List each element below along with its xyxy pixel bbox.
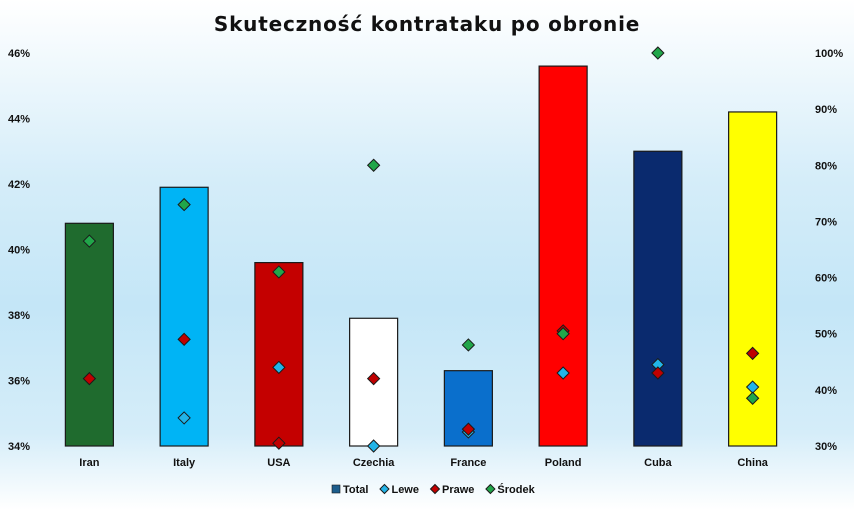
marker-lewe [556, 366, 570, 380]
bar-china [728, 111, 778, 447]
marker-prawe [745, 346, 760, 361]
left-tick-label: 42% [8, 179, 30, 191]
marker-srodek [272, 265, 286, 279]
marker-srodek [82, 234, 97, 248]
marker-srodek [745, 391, 760, 405]
legend-label: Środek [497, 483, 535, 496]
bar-cuba [633, 150, 683, 447]
left-tick-label: 44% [8, 114, 30, 126]
category-label: China [737, 457, 768, 469]
marker-prawe [461, 422, 476, 436]
right-tick-label: 30% [815, 441, 837, 453]
left-tick-label: 40% [8, 245, 30, 257]
category-label: USA [267, 457, 290, 469]
left-axis: 34% 36% 38% 40% 42% 44% 46% [8, 48, 30, 453]
category-label: Poland [545, 457, 582, 469]
bar-poland [538, 65, 588, 447]
category-label: France [450, 457, 486, 469]
left-tick-label: 34% [8, 441, 30, 453]
marker-prawe [82, 371, 97, 386]
left-tick-label: 38% [8, 310, 30, 322]
right-tick-label: 50% [815, 329, 837, 341]
right-tick-label: 40% [815, 385, 837, 397]
legend-swatch-lewe [379, 483, 390, 495]
left-tick-label: 46% [8, 48, 30, 60]
category-label: Iran [79, 457, 99, 469]
marker-prawe [272, 436, 286, 450]
marker-prawe [651, 366, 665, 380]
marker-srodek [366, 158, 381, 172]
marker-prawe [366, 371, 381, 386]
bar-iran [64, 222, 114, 447]
marker-lewe [272, 360, 286, 375]
marker-prawe [177, 332, 191, 347]
category-label: Italy [173, 457, 196, 469]
marker-lewe [177, 411, 191, 425]
x-axis: Iran Italy USA Czechia France Poland Cuba China [79, 457, 769, 469]
bar-usa [254, 262, 304, 447]
category-label: Cuba [644, 457, 672, 469]
right-tick-label: 90% [815, 104, 837, 116]
legend: Total Lewe Prawe Środek [331, 483, 536, 496]
right-tick-label: 80% [815, 160, 837, 172]
right-tick-label: 60% [815, 273, 837, 285]
left-tick-label: 36% [8, 376, 30, 388]
marker-srodek [461, 338, 476, 352]
right-tick-label: 70% [815, 216, 837, 228]
marker-srodek [177, 197, 191, 212]
marker-lewe [366, 439, 381, 453]
legend-label: Total [343, 484, 368, 496]
category-label: Czechia [353, 457, 395, 469]
legend-swatch-total [331, 484, 341, 494]
legend-label: Prawe [442, 484, 474, 496]
legend-swatch-srodek [485, 483, 496, 495]
marker-srodek [556, 327, 570, 341]
right-axis: 30% 40% 50% 60% 70% 80% 90% 100% [815, 48, 843, 453]
legend-label: Lewe [391, 484, 419, 496]
marker-srodek [651, 46, 665, 60]
plot-area [64, 46, 778, 453]
chart-title: Skuteczność kontrataku po obronie [214, 12, 640, 36]
bar-italy [159, 186, 209, 447]
legend-swatch-prawe [429, 483, 441, 495]
right-tick-label: 100% [815, 48, 843, 60]
